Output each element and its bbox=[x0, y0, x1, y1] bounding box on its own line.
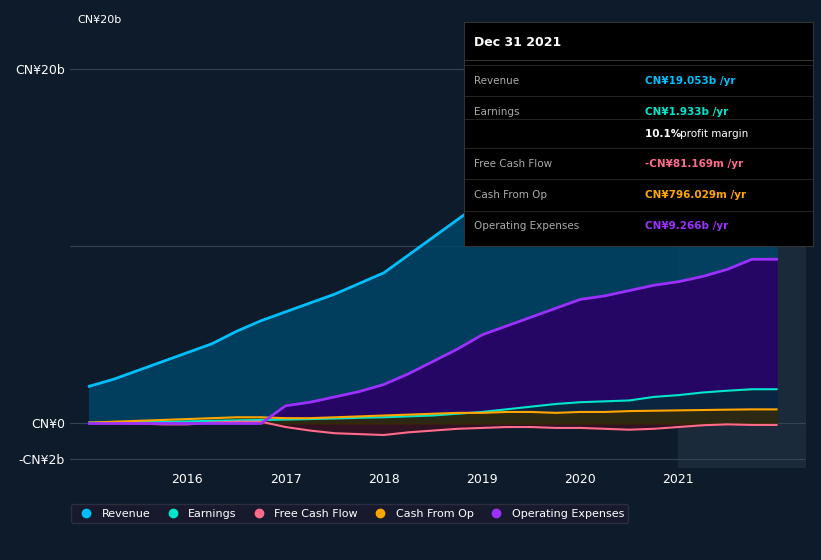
Text: CN¥796.029m /yr: CN¥796.029m /yr bbox=[645, 190, 746, 200]
Text: -CN¥81.169m /yr: -CN¥81.169m /yr bbox=[645, 158, 744, 169]
Text: CN¥19.053b /yr: CN¥19.053b /yr bbox=[645, 76, 736, 86]
Text: Free Cash Flow: Free Cash Flow bbox=[475, 158, 553, 169]
Text: Operating Expenses: Operating Expenses bbox=[475, 221, 580, 231]
Text: Cash From Op: Cash From Op bbox=[475, 190, 548, 200]
Text: Earnings: Earnings bbox=[475, 107, 520, 117]
Legend: Revenue, Earnings, Free Cash Flow, Cash From Op, Operating Expenses: Revenue, Earnings, Free Cash Flow, Cash … bbox=[71, 504, 628, 523]
Text: CN¥9.266b /yr: CN¥9.266b /yr bbox=[645, 221, 728, 231]
Text: Revenue: Revenue bbox=[475, 76, 520, 86]
Bar bbox=[678, 34, 806, 468]
Text: CN¥20b: CN¥20b bbox=[77, 15, 122, 25]
Text: Dec 31 2021: Dec 31 2021 bbox=[475, 36, 562, 49]
Text: 10.1%: 10.1% bbox=[645, 129, 686, 139]
Text: profit margin: profit margin bbox=[680, 129, 749, 139]
Text: CN¥1.933b /yr: CN¥1.933b /yr bbox=[645, 107, 728, 117]
